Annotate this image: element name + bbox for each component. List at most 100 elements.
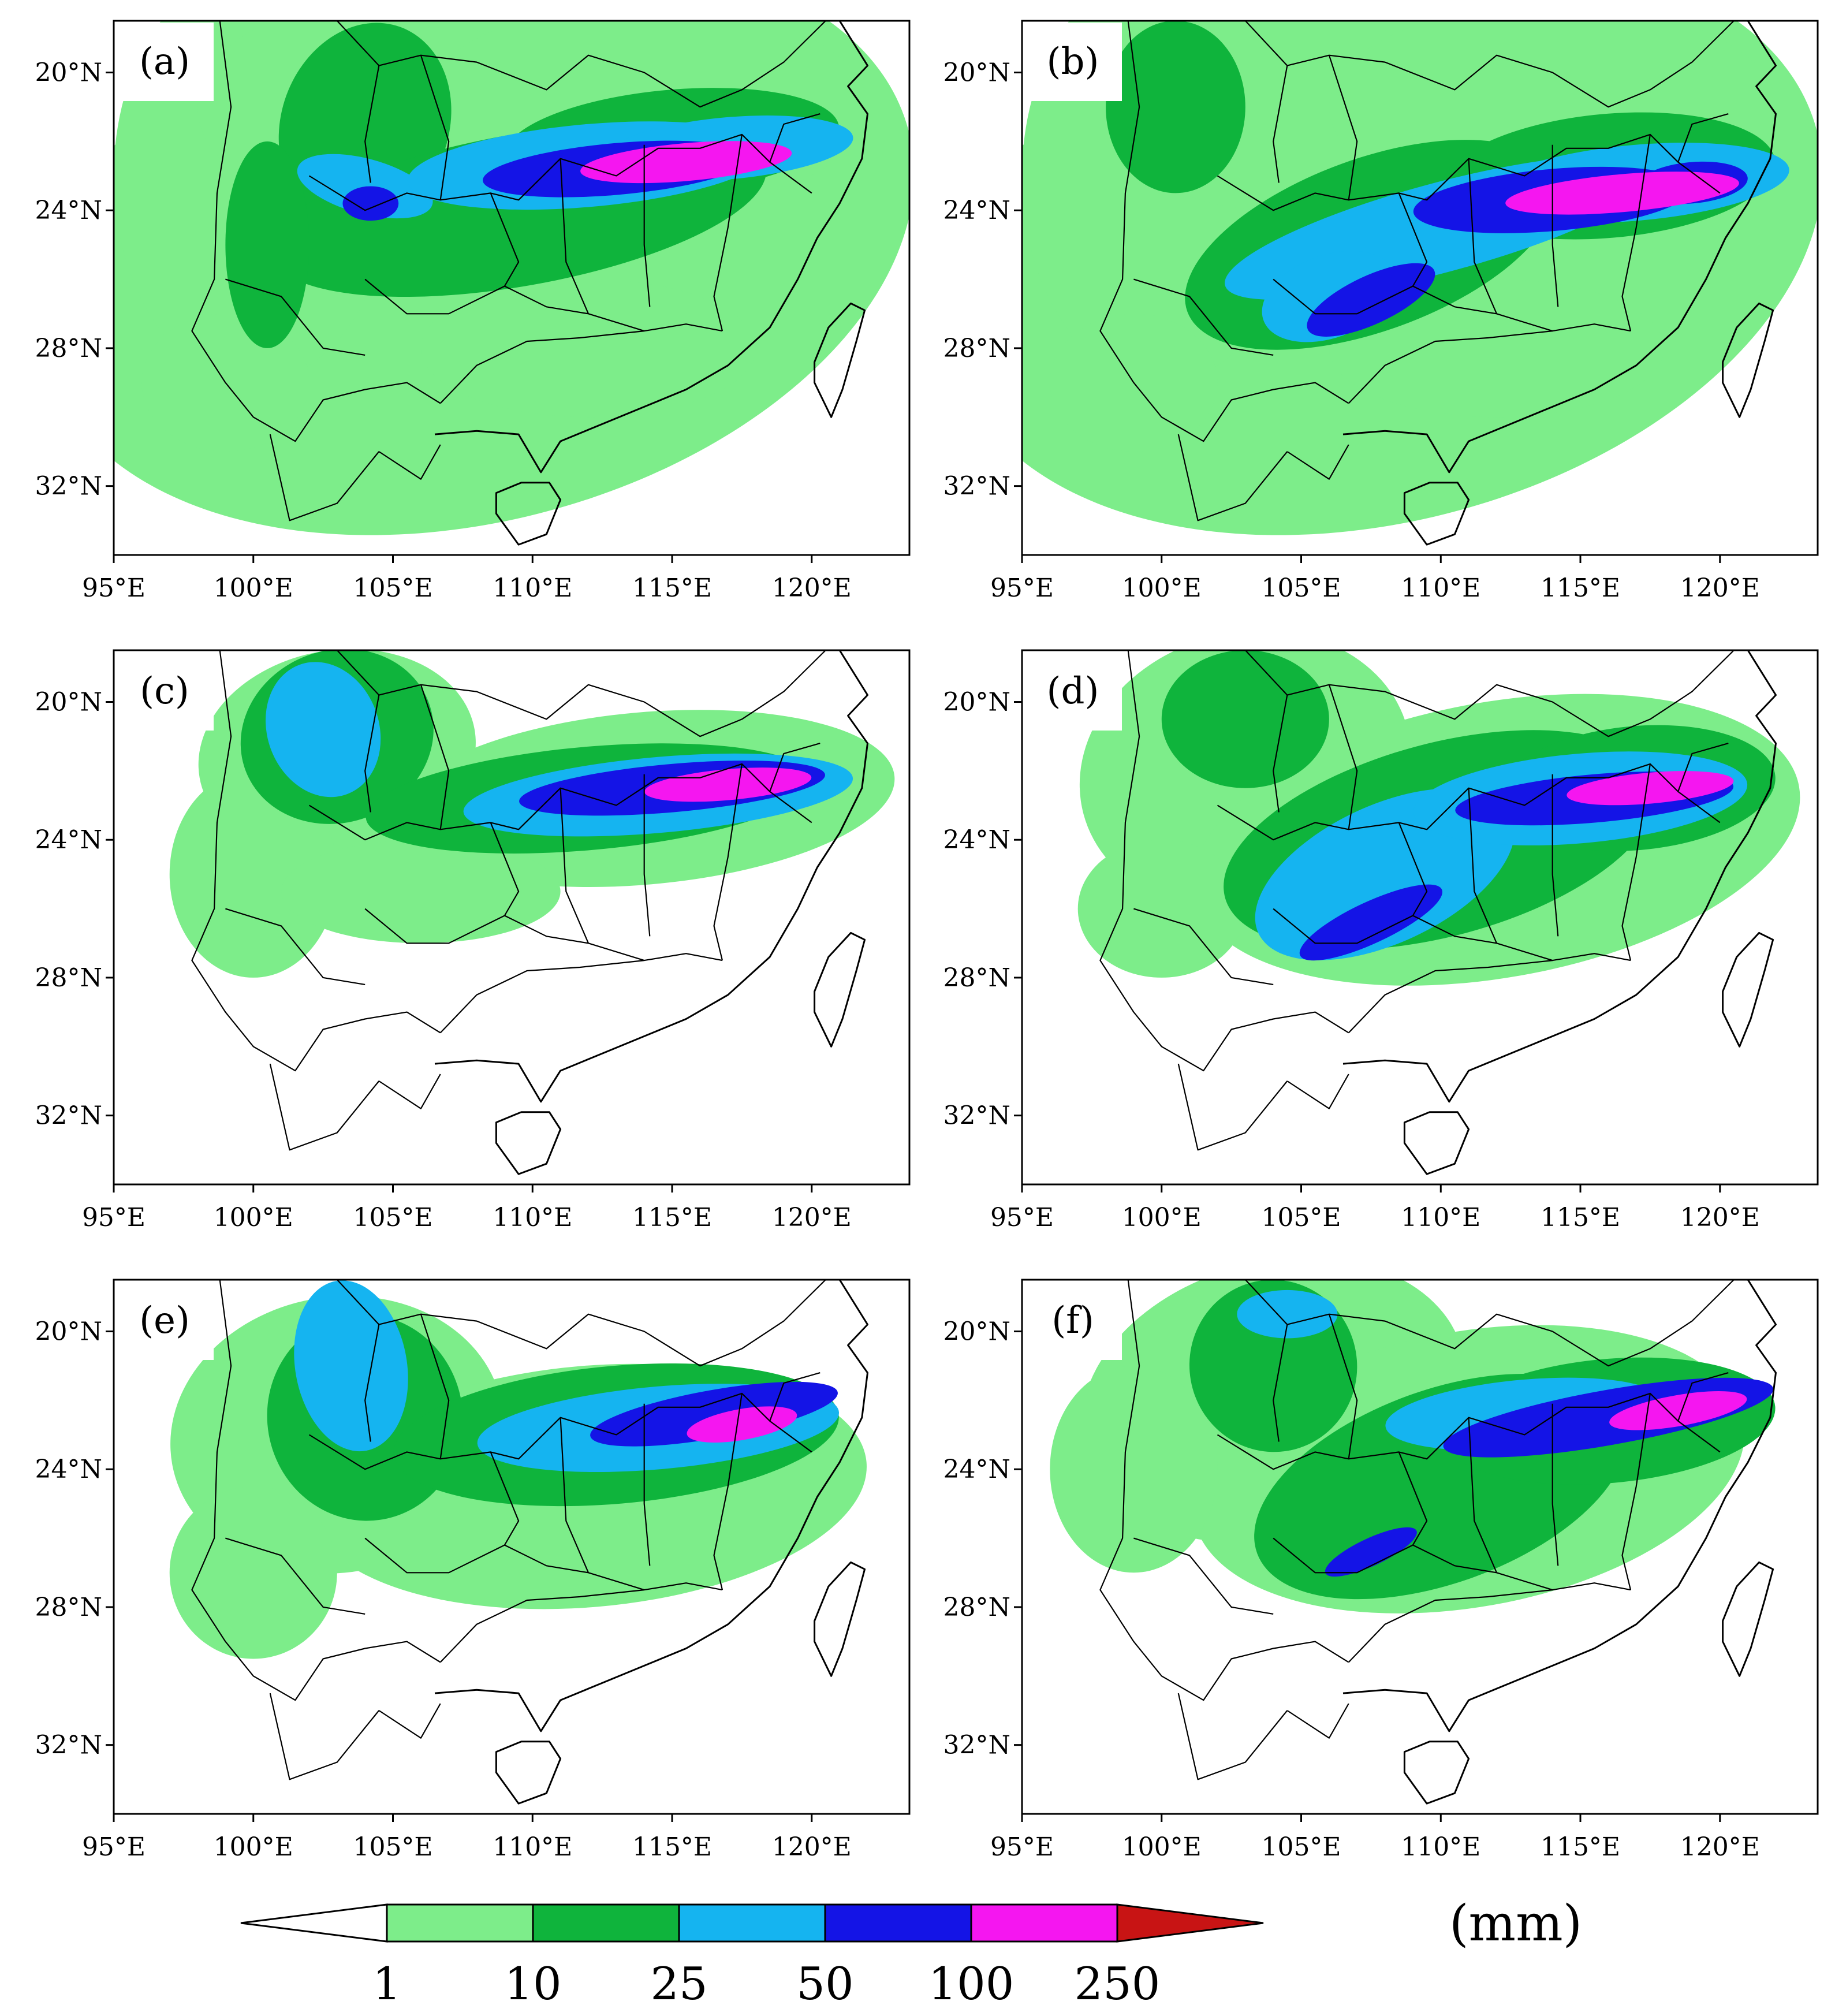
lat-tick-label: 32°N xyxy=(35,1101,103,1131)
lat-tick-label: 20°N xyxy=(35,1317,103,1347)
lon-tick-label: 100°E xyxy=(214,573,293,603)
province-boundary xyxy=(560,158,590,314)
province-boundary xyxy=(1133,908,1274,985)
boundaries xyxy=(191,21,868,546)
province-boundary xyxy=(1551,1403,1559,1566)
colorbar-over-triangle xyxy=(1116,1903,1264,1943)
map-frame xyxy=(1021,1279,1819,1815)
panel-f: 32°N 28°N 24°N 20°N 95°E 100°E 105°E 110°E 115°E… xyxy=(943,1279,1819,1862)
lon-tick-label: 95°E xyxy=(990,573,1054,603)
province-boundary xyxy=(1621,763,1651,961)
lon-tick-label: 105°E xyxy=(353,1203,432,1232)
lat-tick-label: 24°N xyxy=(943,196,1011,225)
colorbar-under-triangle xyxy=(240,1903,388,1943)
province-boundary xyxy=(191,21,441,442)
province-boundary xyxy=(1099,21,1349,442)
boundaries xyxy=(191,650,868,1175)
province-boundary xyxy=(269,1063,380,1151)
lat-tick-label: 28°N xyxy=(35,1593,103,1622)
lon-tick-label: 115°E xyxy=(1541,1203,1620,1232)
province-boundary xyxy=(1677,743,1729,792)
lon-tick-label: 105°E xyxy=(353,1832,432,1862)
province-boundary xyxy=(1677,1372,1729,1422)
province-boundary xyxy=(1273,1324,1288,1442)
province-boundary xyxy=(1286,1703,1349,1739)
map-frame xyxy=(1021,20,1819,556)
province-boundary xyxy=(769,1372,820,1422)
province-boundary xyxy=(439,1589,644,1663)
province-boundary xyxy=(643,1403,651,1566)
panel-d: 32°N 28°N 24°N 20°N 95°E 100°E 105°E 110°E 115°E… xyxy=(943,649,1819,1232)
lat-tick-label: 32°N xyxy=(943,1731,1011,1760)
coastline xyxy=(434,1280,868,1732)
lon-tick-label: 95°E xyxy=(82,573,146,603)
map-frame xyxy=(113,20,911,556)
hainan-island xyxy=(1403,1741,1470,1805)
taiwan-island xyxy=(814,931,866,1048)
precip-contour xyxy=(297,154,433,219)
coastline xyxy=(434,650,868,1103)
lon-tick-label: 100°E xyxy=(1122,1832,1202,1862)
lat-tick-label: 24°N xyxy=(35,825,103,855)
panel-label: (c) xyxy=(140,670,189,713)
colorbar-level-label: 10 xyxy=(504,1958,561,2010)
colorbar-level-label: 25 xyxy=(650,1958,707,2010)
province-boundary xyxy=(1621,1393,1651,1590)
lon-tick-label: 100°E xyxy=(214,1832,293,1862)
lat-tick-label: 20°N xyxy=(943,58,1011,88)
precip-contour xyxy=(342,186,399,221)
province-boundary xyxy=(1177,1063,1288,1151)
panel-label-box xyxy=(115,1281,214,1360)
precip-contour xyxy=(169,1486,337,1659)
coastline xyxy=(1342,1280,1777,1732)
lat-tick-label: 20°N xyxy=(35,688,103,717)
province-boundary xyxy=(364,695,380,813)
colorbar-level-label: 100 xyxy=(928,1958,1015,2010)
map-panels: 32°N 28°N 24°N 20°N 95°E 100°E 105°E 110°E 115°E… xyxy=(35,20,1819,1862)
province-boundary xyxy=(1099,650,1349,1072)
precip-contour xyxy=(1325,1527,1417,1577)
precip-field xyxy=(1077,650,1800,986)
panel-label: (a) xyxy=(139,40,190,83)
precip-contour xyxy=(1050,1366,1218,1573)
lon-tick-label: 95°E xyxy=(990,1203,1054,1232)
province-boundary xyxy=(378,444,441,480)
precip-contour xyxy=(1077,840,1245,978)
province-boundary xyxy=(1177,1693,1288,1780)
coastline xyxy=(1342,21,1777,474)
precip-contour xyxy=(687,1406,797,1443)
taiwan-island xyxy=(814,302,866,418)
province-boundary xyxy=(1273,1537,1631,1591)
precip-contour xyxy=(1505,172,1739,215)
coastline xyxy=(1342,650,1777,1103)
province-boundary xyxy=(1468,1417,1498,1573)
province-boundary xyxy=(364,908,723,962)
province-boundary xyxy=(225,278,365,356)
province-boundary xyxy=(1398,1451,1428,1546)
precip-contour xyxy=(1307,263,1435,337)
map-frame xyxy=(1021,649,1819,1186)
panel-label-box xyxy=(1024,1281,1122,1360)
province-boundary xyxy=(713,134,743,331)
taiwan-island xyxy=(1722,302,1774,418)
province-boundary xyxy=(1273,65,1288,183)
province-boundary xyxy=(1398,822,1428,916)
taiwan-island xyxy=(1722,1561,1774,1677)
province-boundary xyxy=(643,144,651,307)
province-boundary xyxy=(378,1703,441,1739)
lat-tick-label: 28°N xyxy=(943,334,1011,363)
province-boundary xyxy=(364,65,380,183)
province-boundary xyxy=(643,774,651,937)
lon-tick-label: 100°E xyxy=(1122,1203,1202,1232)
precip-contour xyxy=(1567,771,1734,806)
province-boundary xyxy=(420,55,450,200)
lon-tick-label: 105°E xyxy=(1261,1203,1341,1232)
province-boundary xyxy=(1273,278,1631,332)
province-boundary xyxy=(1328,55,1358,200)
province-boundary xyxy=(1348,1589,1553,1663)
lon-tick-label: 115°E xyxy=(632,573,712,603)
lat-tick-label: 32°N xyxy=(35,1731,103,1760)
province-boundary xyxy=(713,763,743,961)
province-boundary xyxy=(1468,158,1498,314)
hainan-island xyxy=(495,1111,562,1175)
